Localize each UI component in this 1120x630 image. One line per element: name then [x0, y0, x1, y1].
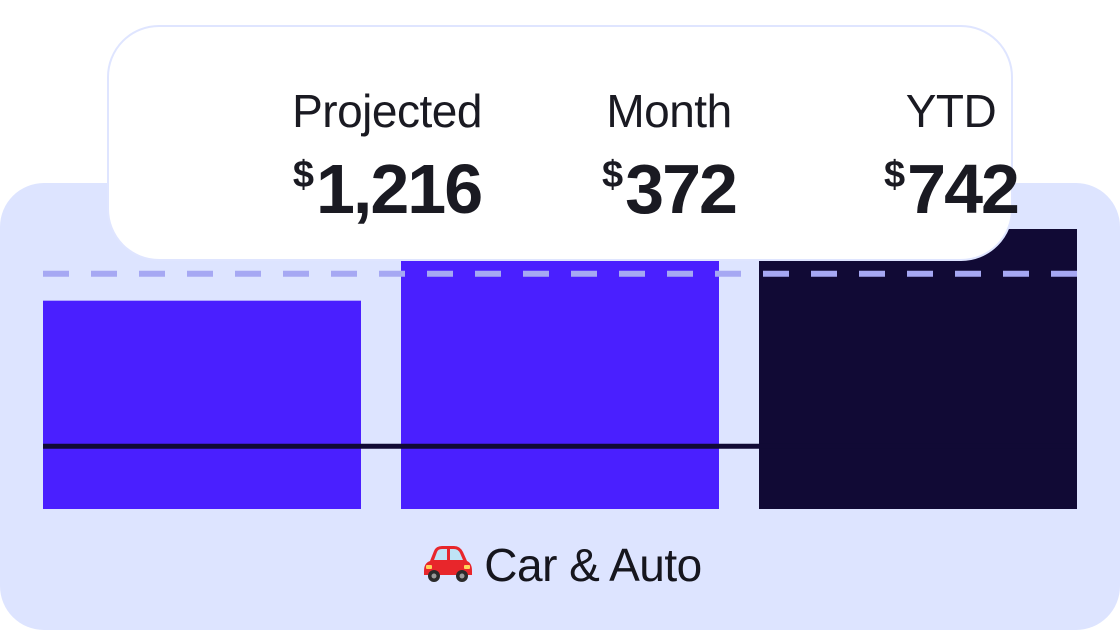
bar-1 — [43, 300, 361, 509]
projected-stat: Projected $1,216 — [247, 85, 527, 227]
projected-currency: $ — [292, 154, 314, 196]
month-currency: $ — [602, 154, 624, 196]
ytd-amount: 742 — [907, 150, 1020, 228]
ytd-stat: YTD $742 — [811, 85, 1091, 227]
projected-value: $1,216 — [247, 137, 527, 227]
month-label: Month — [606, 85, 732, 137]
month-value: $372 — [529, 137, 809, 227]
car-icon — [424, 546, 473, 582]
ytd-value: $742 — [811, 137, 1091, 227]
ytd-label: YTD — [905, 85, 997, 137]
summary-card: Projected $1,216 Month $372 YTD $742 — [107, 25, 1020, 261]
category-title: Car & Auto — [0, 537, 1120, 593]
ytd-currency: $ — [884, 154, 906, 196]
category-label: Car & Auto — [484, 539, 702, 591]
projected-amount: 1,216 — [315, 150, 483, 228]
projected-label: Projected — [292, 85, 482, 137]
month-stat: Month $372 — [529, 85, 809, 227]
month-amount: 372 — [625, 150, 738, 228]
